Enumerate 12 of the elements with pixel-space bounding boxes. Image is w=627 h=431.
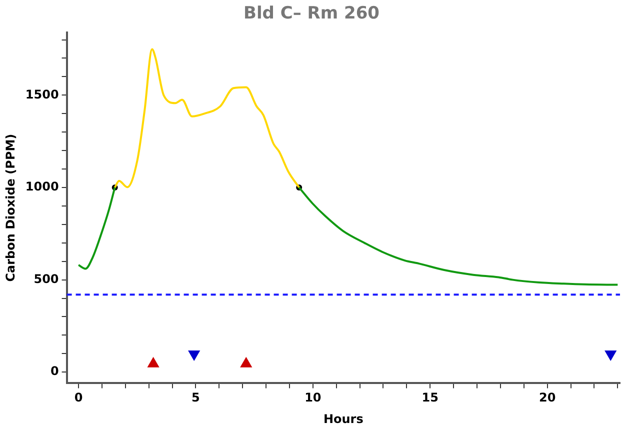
x-tick-label: 20 xyxy=(538,390,556,405)
x-axis-title: Hours xyxy=(323,412,364,426)
x-tick-label: 0 xyxy=(74,390,83,405)
y-tick-label: 500 xyxy=(34,272,59,286)
chart-title: Bld C– Rm 260 xyxy=(244,4,380,24)
y-tick-label: 1500 xyxy=(25,87,59,102)
x-tick-label: 10 xyxy=(304,390,322,405)
x-tick-label: 5 xyxy=(192,390,200,405)
y-axis-title: Carbon Dioxide (PPM) xyxy=(3,134,18,282)
x-tick-label: 15 xyxy=(422,390,438,405)
y-tick-label: 1000 xyxy=(25,180,59,194)
y-tick-label: 0 xyxy=(50,364,59,378)
